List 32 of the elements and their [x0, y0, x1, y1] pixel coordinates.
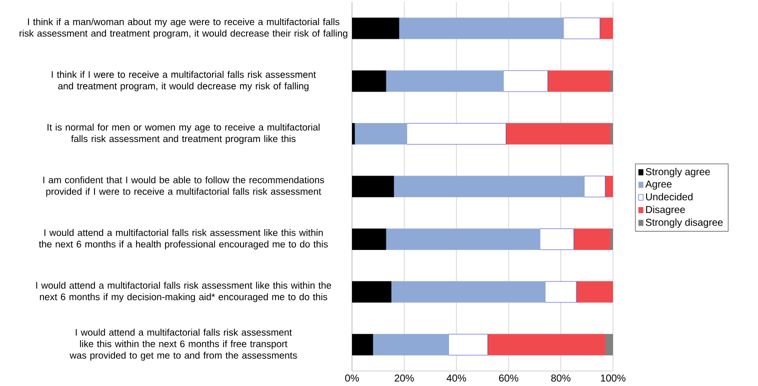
legend-label: Agree: [645, 180, 672, 190]
legend-label: Strongly disagree: [646, 218, 723, 228]
y-tick-label: It is normal for men or women my age to receive a multifactorial falls risk assessment and treatment program like this: [48, 124, 320, 144]
bar: [563, 18, 600, 40]
bar: [372, 334, 449, 356]
bar: [354, 123, 408, 144]
bar: [584, 176, 606, 198]
y-tick-label: I think if I were to receive a multifactorial falls risk assessment and treatment program, it would decrease my risk of falling: [52, 70, 316, 92]
y-tick-label: I would attend a multifactorial falls risk assessment like this within the next 6 months if a health professional encouraged me to do this: [38, 229, 328, 250]
x-tick-label: 100%: [600, 374, 626, 382]
y-tick-label: I would attend a multifactorial falls risk assessment like this within the next 6 months if free transport was provided to get me to and from the assessments: [70, 328, 297, 361]
legend-label: Disagree: [646, 206, 685, 216]
bar: [406, 123, 506, 144]
y-tick-label: I think if a man/woman about my age were to receive a multifactorial falls risk assessment and treatment program, it would decrease their risk of falling: [20, 18, 348, 39]
bar: [540, 228, 574, 250]
x-tick-label: 0%: [345, 374, 359, 382]
bar: [503, 70, 548, 92]
bar: [390, 281, 546, 303]
legend-label: Strongly agree: [646, 168, 710, 178]
y-tick-label: I am confident that I would be able to follow the recommendations provided if I were to receive a multifactorial falls risk assessment: [43, 176, 324, 197]
bar: [386, 228, 540, 250]
x-tick-label: 60%: [499, 374, 518, 382]
legend-label: Undecided: [646, 193, 693, 200]
bar: [394, 176, 584, 198]
y-tick-label: I would attend a multifactorial falls risk assessment like this within the next 6 months if my decision-making aid* encouraged me to do this: [36, 282, 332, 302]
bar: [386, 70, 504, 92]
x-tick-label: 40%: [446, 374, 466, 382]
x-tick-label: 20%: [394, 374, 414, 382]
bar: [544, 281, 577, 303]
bar: [448, 334, 488, 356]
bar: [398, 18, 564, 40]
x-tick-label: 80%: [551, 374, 570, 382]
